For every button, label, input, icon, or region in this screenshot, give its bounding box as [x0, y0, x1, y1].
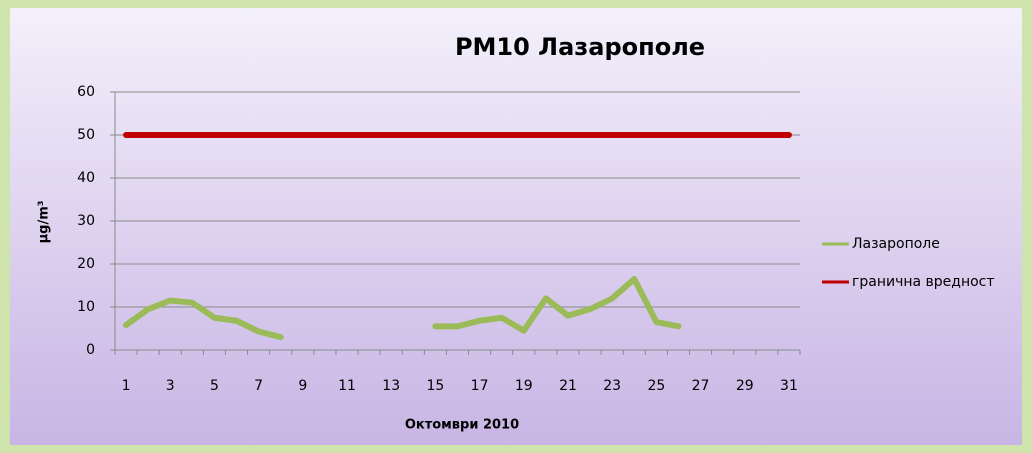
x-tick-label: 23: [603, 378, 621, 394]
x-tick-label: 27: [692, 378, 710, 394]
x-tick-label: 25: [647, 378, 665, 394]
legend-label: Лазарополе: [852, 236, 940, 252]
chart-title: PM10 Лазарополе: [455, 33, 705, 61]
x-tick-label: 5: [210, 378, 219, 394]
legend-label: гранична вредност: [852, 274, 995, 290]
x-tick-label: 3: [166, 378, 175, 394]
y-tick-label: 0: [86, 342, 95, 358]
y-tick-label: 20: [77, 256, 95, 272]
y-tick-label: 40: [77, 170, 95, 186]
x-axis-title: Октомври 2010: [405, 418, 519, 433]
x-tick-label: 11: [338, 378, 356, 394]
x-tick-label: 13: [382, 378, 400, 394]
x-tick-label: 19: [515, 378, 533, 394]
x-tick-label: 1: [122, 378, 131, 394]
x-tick-label: 29: [736, 378, 754, 394]
y-tick-label: 30: [77, 213, 95, 229]
chart-background: [10, 8, 1022, 445]
x-tick-label: 7: [254, 378, 263, 394]
x-tick-label: 15: [426, 378, 444, 394]
y-axis-title: µg/m³: [37, 201, 52, 244]
y-tick-label: 10: [77, 299, 95, 315]
x-tick-label: 9: [298, 378, 307, 394]
x-tick-label: 17: [471, 378, 489, 394]
x-tick-label: 31: [780, 378, 798, 394]
series-line: [123, 276, 682, 341]
y-tick-label: 50: [77, 127, 95, 143]
y-tick-label: 60: [77, 84, 95, 100]
x-tick-label: 21: [559, 378, 577, 394]
